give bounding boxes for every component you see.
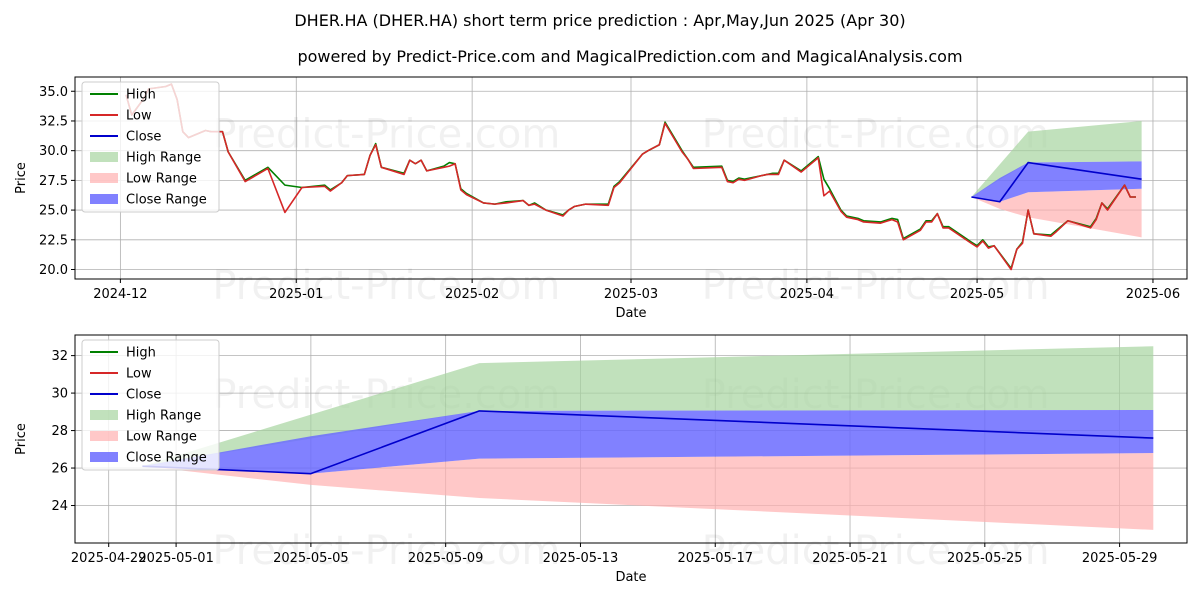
y-tick-label: 30 xyxy=(51,387,68,402)
watermark-text: Predict-Price.com xyxy=(702,112,1050,158)
y-tick-label: 32 xyxy=(51,349,68,364)
close-series-line xyxy=(971,161,1142,203)
x-tick-label: 2025-05-05 xyxy=(273,551,349,566)
x-tick-label: 2024-12 xyxy=(93,287,147,302)
x-tick-label: 2025-05-13 xyxy=(543,551,619,566)
close-range-swatch xyxy=(90,452,118,462)
x-axis-label: Date xyxy=(615,570,646,585)
close-range-band xyxy=(142,409,1154,474)
legend-label-low: Low xyxy=(126,367,152,382)
watermark-text: Predict-Price.com xyxy=(702,263,1050,309)
legend-label-low-range: Low Range xyxy=(126,172,197,187)
close-range-band xyxy=(971,161,1142,202)
chart-subtitle: powered by Predict-Price.com and Magical… xyxy=(297,47,962,66)
watermark-text: Predict-Price.com xyxy=(212,263,560,309)
x-tick-label: 2025-05 xyxy=(950,287,1004,302)
legend-label-high: High xyxy=(126,88,156,103)
x-tick-label: 2025-01 xyxy=(269,287,323,302)
close-range-swatch xyxy=(90,194,118,204)
legend-label-high-range: High Range xyxy=(126,409,201,424)
x-tick-label: 2025-05-21 xyxy=(812,551,888,566)
y-tick-label: 20.0 xyxy=(39,263,68,278)
x-tick-label: 2025-04-29 xyxy=(71,551,147,566)
high-range-swatch xyxy=(90,152,118,162)
plot-2: Predict-Price.comPredict-Price.comPredic… xyxy=(14,334,1188,585)
low-range-swatch xyxy=(90,173,118,183)
x-tick-label: 2025-02 xyxy=(445,287,499,302)
legend-label-low-range: Low Range xyxy=(126,430,197,445)
y-tick-label: 28 xyxy=(51,424,68,439)
legend: High Low Close High Range Low Range Close Ran… xyxy=(81,81,220,213)
low-series-line xyxy=(125,83,1136,271)
legend-label-close: Close xyxy=(126,388,161,403)
legend-label-high: High xyxy=(126,346,156,361)
high-range-band xyxy=(971,120,1142,198)
watermark-text: Predict-Price.com xyxy=(212,528,560,574)
x-axis-label: Date xyxy=(615,306,646,321)
y-tick-label: 35.0 xyxy=(39,85,68,100)
legend: High Low Close High Range Low Range Close Ran… xyxy=(81,339,220,471)
y-tick-label: 25.0 xyxy=(39,204,68,219)
x-tick-label: 2025-05-01 xyxy=(138,551,214,566)
x-tick-label: 2025-05-25 xyxy=(947,551,1023,566)
x-tick-label: 2025-03 xyxy=(604,287,658,302)
plot-1: Predict-Price.com Predict-Price.com Predic… xyxy=(14,76,1188,321)
y-tick-label: 30.0 xyxy=(39,144,68,159)
legend-label-close: Close xyxy=(126,130,161,145)
low-range-band xyxy=(971,188,1142,238)
x-tick-label: 2025-05-09 xyxy=(408,551,484,566)
x-tick-label: 2025-06 xyxy=(1126,287,1180,302)
legend-label-close-range: Close Range xyxy=(126,451,207,466)
chart-title: DHER.HA (DHER.HA) short term price predi… xyxy=(294,11,905,30)
y-tick-label: 27.5 xyxy=(39,174,68,189)
watermark-text: Predict-Price.com xyxy=(212,112,560,158)
y-tick-label: 32.5 xyxy=(39,114,68,129)
high-range-band xyxy=(142,346,1154,467)
y-axis-label: Price xyxy=(14,162,29,194)
x-tick-label: 2025-05-29 xyxy=(1082,551,1158,566)
x-tick-label: 2025-04 xyxy=(780,287,834,302)
y-tick-label: 22.5 xyxy=(39,233,68,248)
low-range-swatch xyxy=(90,431,118,441)
legend-label-close-range: Close Range xyxy=(126,193,207,208)
close-series-line xyxy=(142,410,1154,475)
legend-label-high-range: High Range xyxy=(126,151,201,166)
y-tick-label: 24 xyxy=(51,499,68,514)
y-tick-label: 26 xyxy=(51,462,68,477)
watermark-text: Predict-Price.com xyxy=(702,528,1050,574)
y-axis-label: Price xyxy=(14,423,29,455)
high-range-swatch xyxy=(90,410,118,420)
low-range-band xyxy=(142,453,1154,530)
x-tick-label: 2025-05-17 xyxy=(677,551,753,566)
plot-frame xyxy=(74,334,1188,544)
legend-label-low: Low xyxy=(126,109,152,124)
